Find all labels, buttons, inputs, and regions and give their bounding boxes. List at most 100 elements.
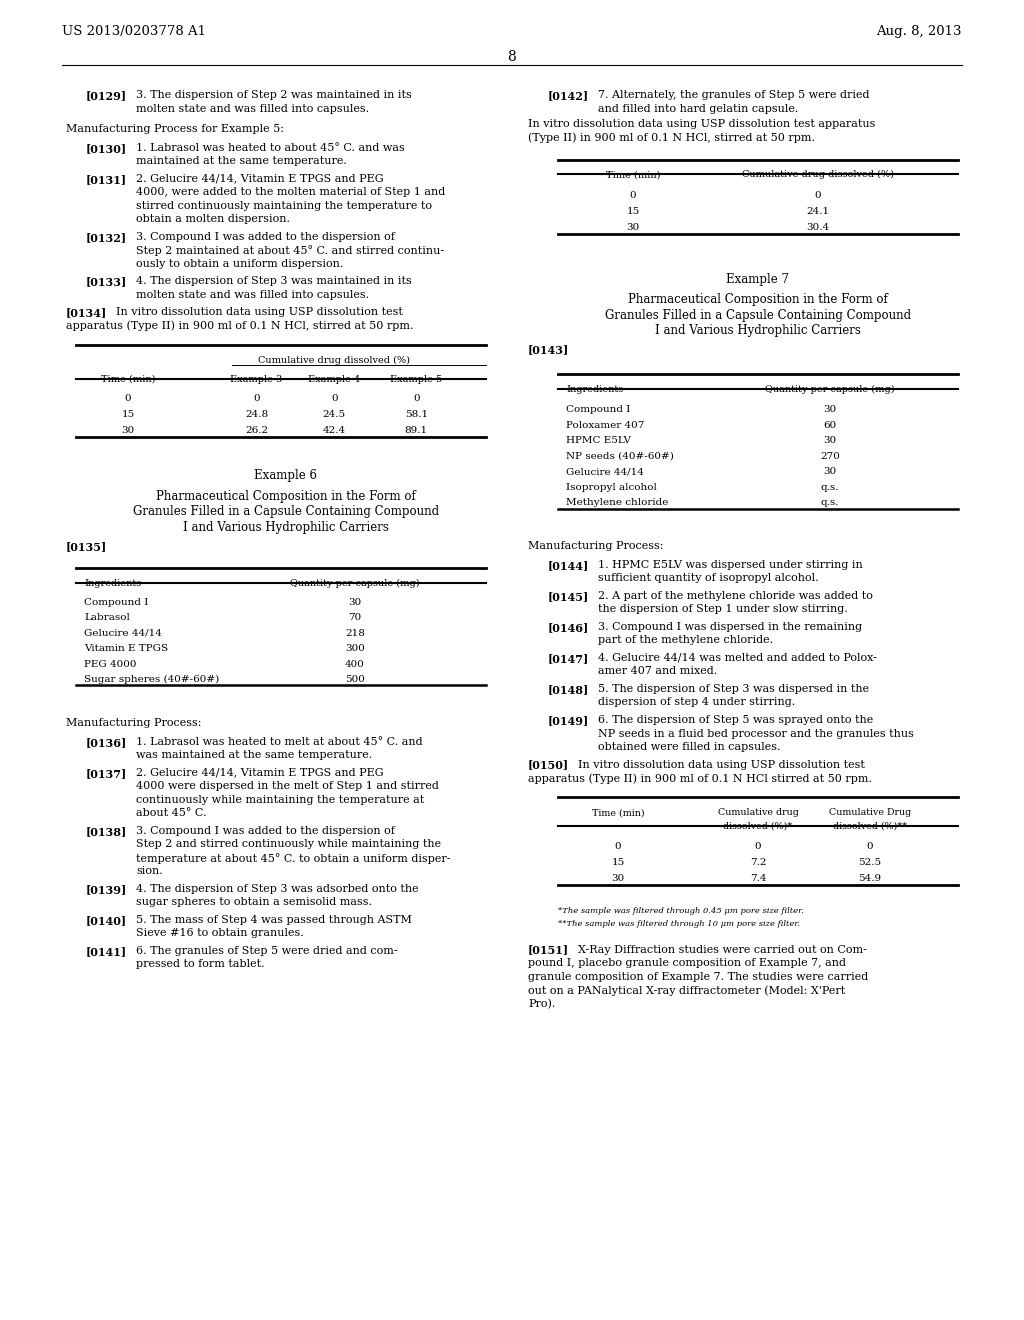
Text: [0145]: [0145] [548, 591, 589, 602]
Text: In vitro dissolution data using USP dissolution test: In vitro dissolution data using USP diss… [116, 308, 402, 317]
Text: and filled into hard gelatin capsule.: and filled into hard gelatin capsule. [598, 103, 799, 114]
Text: part of the methylene chloride.: part of the methylene chloride. [598, 635, 773, 645]
Text: 89.1: 89.1 [404, 426, 428, 436]
Text: 2. Gelucire 44/14, Vitamin E TPGS and PEG: 2. Gelucire 44/14, Vitamin E TPGS and PE… [136, 768, 384, 777]
Text: the dispersion of Step 1 under slow stirring.: the dispersion of Step 1 under slow stir… [598, 605, 848, 614]
Text: X-Ray Diffraction studies were carried out on Com-: X-Ray Diffraction studies were carried o… [578, 945, 867, 954]
Text: 26.2: 26.2 [245, 426, 268, 436]
Text: molten state and was filled into capsules.: molten state and was filled into capsule… [136, 290, 369, 300]
Text: [0148]: [0148] [548, 684, 589, 696]
Text: sugar spheres to obtain a semisolid mass.: sugar spheres to obtain a semisolid mass… [136, 898, 372, 907]
Text: [0140]: [0140] [86, 915, 127, 925]
Text: 1. HPMC E5LV was dispersed under stirring in: 1. HPMC E5LV was dispersed under stirrin… [598, 560, 863, 570]
Text: 0: 0 [125, 393, 131, 403]
Text: Manufacturing Process:: Manufacturing Process: [66, 718, 202, 727]
Text: PEG 4000: PEG 4000 [84, 660, 136, 669]
Text: 30: 30 [823, 437, 837, 445]
Text: 7. Alternately, the granules of Step 5 were dried: 7. Alternately, the granules of Step 5 w… [598, 90, 869, 100]
Text: about 45° C.: about 45° C. [136, 808, 207, 818]
Text: Pharmaceutical Composition in the Form of: Pharmaceutical Composition in the Form o… [628, 293, 888, 306]
Text: 24.5: 24.5 [323, 411, 346, 418]
Text: dissolved (%)**: dissolved (%)** [833, 821, 907, 830]
Text: 0: 0 [815, 190, 821, 199]
Text: [0137]: [0137] [86, 768, 127, 779]
Text: Aug. 8, 2013: Aug. 8, 2013 [877, 25, 962, 38]
Text: 5. The dispersion of Step 3 was dispersed in the: 5. The dispersion of Step 3 was disperse… [598, 684, 869, 694]
Text: 30: 30 [823, 467, 837, 477]
Text: [0143]: [0143] [528, 345, 569, 355]
Text: 3. Compound I was dispersed in the remaining: 3. Compound I was dispersed in the remai… [598, 622, 862, 632]
Text: 4. The dispersion of Step 3 was adsorbed onto the: 4. The dispersion of Step 3 was adsorbed… [136, 884, 419, 894]
Text: amer 407 and mixed.: amer 407 and mixed. [598, 667, 717, 676]
Text: Manufacturing Process for Example 5:: Manufacturing Process for Example 5: [66, 124, 284, 133]
Text: 58.1: 58.1 [404, 411, 428, 418]
Text: Example 5: Example 5 [390, 375, 442, 384]
Text: Time (min): Time (min) [606, 170, 660, 180]
Text: apparatus (Type II) in 900 ml of 0.1 N HCl, stirred at 50 rpm.: apparatus (Type II) in 900 ml of 0.1 N H… [66, 321, 414, 331]
Text: Example 6: Example 6 [255, 470, 317, 482]
Text: Cumulative drug dissolved (%): Cumulative drug dissolved (%) [742, 170, 894, 180]
Text: US 2013/0203778 A1: US 2013/0203778 A1 [62, 25, 206, 38]
Text: 4. Gelucire 44/14 was melted and added to Polox-: 4. Gelucire 44/14 was melted and added t… [598, 653, 877, 663]
Text: [0146]: [0146] [548, 622, 589, 632]
Text: *The sample was filtered through 0.45 μm pore size filter.: *The sample was filtered through 0.45 μm… [558, 907, 804, 915]
Text: 24.8: 24.8 [245, 411, 268, 418]
Text: 218: 218 [345, 628, 365, 638]
Text: 60: 60 [823, 421, 837, 430]
Text: q.s.: q.s. [821, 499, 840, 507]
Text: 400: 400 [345, 660, 365, 669]
Text: dissolved (%)*: dissolved (%)* [723, 821, 793, 830]
Text: NP seeds (40#-60#): NP seeds (40#-60#) [566, 451, 674, 461]
Text: Example 7: Example 7 [726, 273, 790, 286]
Text: Example 4: Example 4 [308, 375, 360, 384]
Text: 1. Labrasol was heated to about 45° C. and was: 1. Labrasol was heated to about 45° C. a… [136, 143, 404, 153]
Text: 8: 8 [508, 50, 516, 63]
Text: Time (min): Time (min) [100, 375, 156, 384]
Text: obtain a molten dispersion.: obtain a molten dispersion. [136, 214, 290, 224]
Text: Compound I: Compound I [566, 405, 631, 414]
Text: granule composition of Example 7. The studies were carried: granule composition of Example 7. The st… [528, 972, 868, 982]
Text: 5. The mass of Step 4 was passed through ASTM: 5. The mass of Step 4 was passed through… [136, 915, 412, 925]
Text: Manufacturing Process:: Manufacturing Process: [528, 541, 664, 550]
Text: sufficient quantity of isopropyl alcohol.: sufficient quantity of isopropyl alcohol… [598, 573, 818, 583]
Text: temperature at about 45° C. to obtain a uniform disper-: temperature at about 45° C. to obtain a … [136, 853, 451, 863]
Text: q.s.: q.s. [821, 483, 840, 492]
Text: 0: 0 [614, 842, 622, 851]
Text: HPMC E5LV: HPMC E5LV [566, 437, 631, 445]
Text: 4. The dispersion of Step 3 was maintained in its: 4. The dispersion of Step 3 was maintain… [136, 276, 412, 286]
Text: [0150]: [0150] [528, 759, 569, 771]
Text: 0: 0 [413, 393, 420, 403]
Text: [0136]: [0136] [86, 737, 127, 747]
Text: 70: 70 [348, 612, 361, 622]
Text: 30: 30 [348, 598, 361, 607]
Text: 2. A part of the methylene chloride was added to: 2. A part of the methylene chloride was … [598, 591, 872, 601]
Text: 0: 0 [755, 842, 761, 851]
Text: Cumulative drug dissolved (%): Cumulative drug dissolved (%) [258, 356, 411, 366]
Text: 2. Gelucire 44/14, Vitamin E TPGS and PEG: 2. Gelucire 44/14, Vitamin E TPGS and PE… [136, 174, 384, 183]
Text: 3. The dispersion of Step 2 was maintained in its: 3. The dispersion of Step 2 was maintain… [136, 90, 412, 100]
Text: Cumulative Drug: Cumulative Drug [828, 808, 911, 817]
Text: 52.5: 52.5 [858, 858, 882, 867]
Text: 0: 0 [630, 190, 636, 199]
Text: ously to obtain a uniform dispersion.: ously to obtain a uniform dispersion. [136, 259, 343, 269]
Text: 6. The granules of Step 5 were dried and com-: 6. The granules of Step 5 were dried and… [136, 946, 397, 956]
Text: 30: 30 [627, 223, 640, 232]
Text: Step 2 maintained at about 45° C. and stirred continu-: Step 2 maintained at about 45° C. and st… [136, 246, 444, 256]
Text: 54.9: 54.9 [858, 874, 882, 883]
Text: [0147]: [0147] [548, 653, 589, 664]
Text: 7.4: 7.4 [750, 874, 766, 883]
Text: [0144]: [0144] [548, 560, 589, 570]
Text: pound I, placebo granule composition of Example 7, and: pound I, placebo granule composition of … [528, 958, 846, 968]
Text: [0129]: [0129] [86, 90, 127, 102]
Text: [0131]: [0131] [86, 174, 127, 185]
Text: [0135]: [0135] [66, 541, 108, 552]
Text: was maintained at the same temperature.: was maintained at the same temperature. [136, 750, 373, 760]
Text: 500: 500 [345, 676, 365, 684]
Text: 270: 270 [820, 451, 840, 461]
Text: maintained at the same temperature.: maintained at the same temperature. [136, 156, 347, 166]
Text: In vitro dissolution data using USP dissolution test: In vitro dissolution data using USP diss… [578, 759, 865, 770]
Text: Pharmaceutical Composition in the Form of: Pharmaceutical Composition in the Form o… [156, 490, 416, 503]
Text: 300: 300 [345, 644, 365, 653]
Text: Quantity per capsule (mg): Quantity per capsule (mg) [765, 385, 895, 395]
Text: 0: 0 [331, 393, 338, 403]
